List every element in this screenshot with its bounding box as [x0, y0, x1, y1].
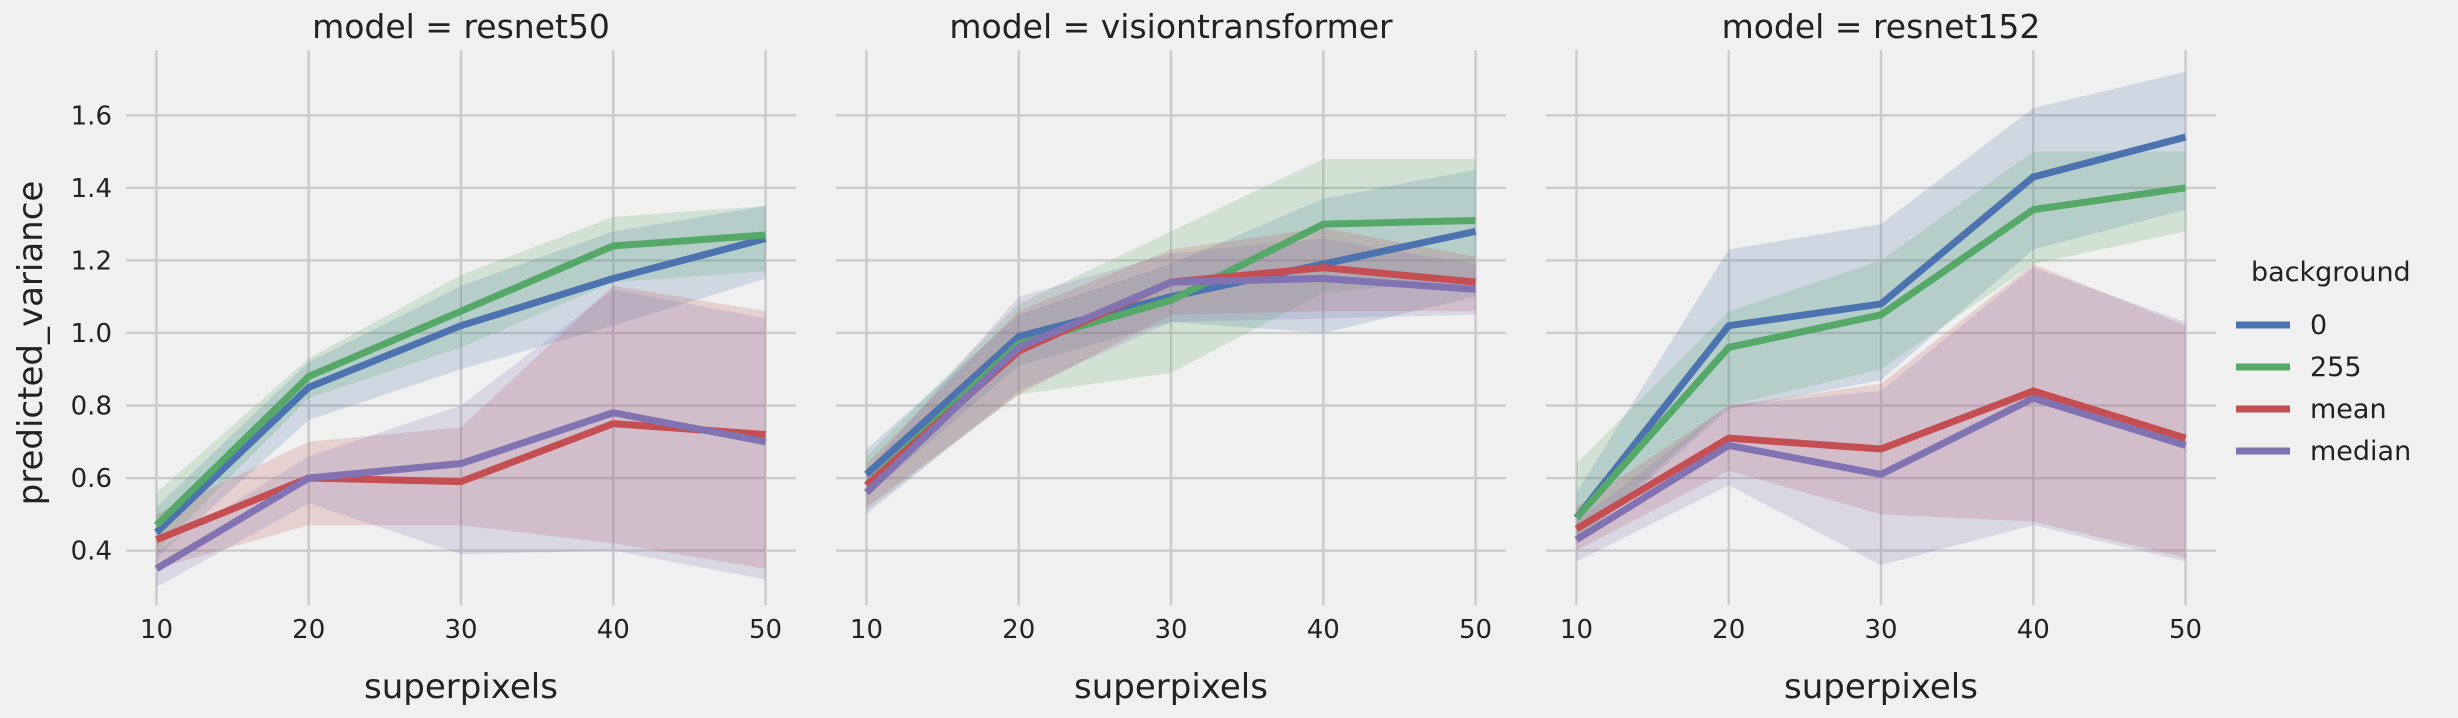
band-median — [1576, 267, 2186, 566]
series-line-255 — [1573, 184, 2187, 521]
x-axis-label: superpixels — [364, 667, 558, 707]
series-line-255 — [154, 231, 766, 528]
y-tick-labels: 0.4 0.6 0.8 1.0 1.2 1.4 1.6 — [71, 101, 112, 566]
x-tick-labels: 10 20 30 40 50 — [850, 615, 1492, 645]
series-line-0 — [1573, 133, 2187, 521]
series-lines — [864, 216, 1477, 496]
y-tick-label: 0.4 — [71, 537, 112, 567]
band-mean — [156, 285, 766, 569]
series-line-median — [864, 275, 1476, 496]
panel-title: model = resnet152 — [1722, 7, 2041, 46]
series-line-median — [154, 409, 767, 572]
band-mean — [866, 227, 1476, 508]
y-axis-label: predicted_variance — [11, 181, 51, 506]
x-tick-label: 30 — [1864, 615, 1897, 645]
series-line-mean — [155, 420, 766, 543]
series-lines — [154, 231, 767, 572]
band-median — [866, 238, 1476, 515]
y-tick-label: 1.2 — [71, 246, 112, 276]
series-line-0 — [154, 235, 767, 535]
x-tick-label: 40 — [597, 615, 630, 645]
y-tick-label: 1.0 — [71, 319, 112, 349]
x-tick-labels: 10 20 30 40 50 — [140, 615, 782, 645]
legend-title: background — [2251, 257, 2411, 288]
legend-item-mean: mean — [2236, 394, 2387, 425]
legend: background 0 255 mean median — [2236, 257, 2411, 467]
band-0 — [866, 169, 1476, 497]
x-tick-label: 20 — [1002, 615, 1035, 645]
legend-label: 0 — [2310, 310, 2327, 341]
band-mean — [1576, 264, 2186, 558]
x-axis-label: superpixels — [1784, 667, 1978, 707]
panel-title: model = visiontransformer — [949, 7, 1393, 46]
y-tick-label: 0.6 — [71, 464, 112, 494]
series-lines — [1573, 133, 2187, 543]
y-tick-label: 1.4 — [71, 174, 112, 204]
legend-item-255: 255 — [2236, 352, 2362, 383]
legend-label: median — [2310, 436, 2411, 467]
confidence-bands — [866, 158, 1476, 515]
x-tick-label: 20 — [292, 615, 325, 645]
panel-2: 10 20 30 40 50 superpixels model = visiontrans… — [836, 7, 1506, 707]
y-tick-label: 1.6 — [71, 101, 112, 131]
x-tick-label: 10 — [140, 615, 173, 645]
grid — [836, 50, 1506, 605]
panel-3: 10 20 30 40 50 superpixels model = resnet152 — [1546, 7, 2216, 707]
legend-label: 255 — [2310, 352, 2362, 383]
x-tick-label: 10 — [850, 615, 883, 645]
panel-1: 10 20 30 40 50 0.4 0.6 0.8 1.0 1.2 1.4 1.6 superpixe… — [71, 7, 796, 707]
series-line-mean — [1574, 387, 2187, 532]
x-tick-label: 50 — [749, 615, 782, 645]
legend-item-0: 0 — [2236, 310, 2327, 341]
band-255 — [866, 158, 1476, 511]
series-line-median — [1574, 394, 2187, 543]
x-tick-label: 40 — [1307, 615, 1340, 645]
x-tick-label: 50 — [1459, 615, 1492, 645]
band-median — [156, 289, 766, 587]
y-tick-label: 0.8 — [71, 391, 112, 421]
band-0 — [1576, 71, 2186, 544]
legend-item-median: median — [2236, 436, 2411, 467]
x-axis-label: superpixels — [1074, 667, 1268, 707]
x-tick-labels: 10 20 30 40 50 — [1560, 615, 2202, 645]
confidence-bands — [1576, 71, 2186, 566]
panels: 10 20 30 40 50 0.4 0.6 0.8 1.0 1.2 1.4 1.6 superpixe… — [71, 7, 2216, 707]
x-tick-label: 10 — [1560, 615, 1593, 645]
legend-items: 0 255 mean median — [2236, 310, 2411, 467]
band-255 — [1576, 151, 2186, 540]
x-tick-label: 40 — [2017, 615, 2050, 645]
x-tick-label: 30 — [444, 615, 477, 645]
band-0 — [156, 205, 766, 558]
x-tick-label: 20 — [1712, 615, 1745, 645]
panel-title: model = resnet50 — [312, 7, 610, 46]
legend-label: mean — [2310, 394, 2387, 425]
x-tick-label: 30 — [1154, 615, 1187, 645]
series-line-255 — [864, 216, 1476, 488]
x-tick-label: 50 — [2169, 615, 2202, 645]
